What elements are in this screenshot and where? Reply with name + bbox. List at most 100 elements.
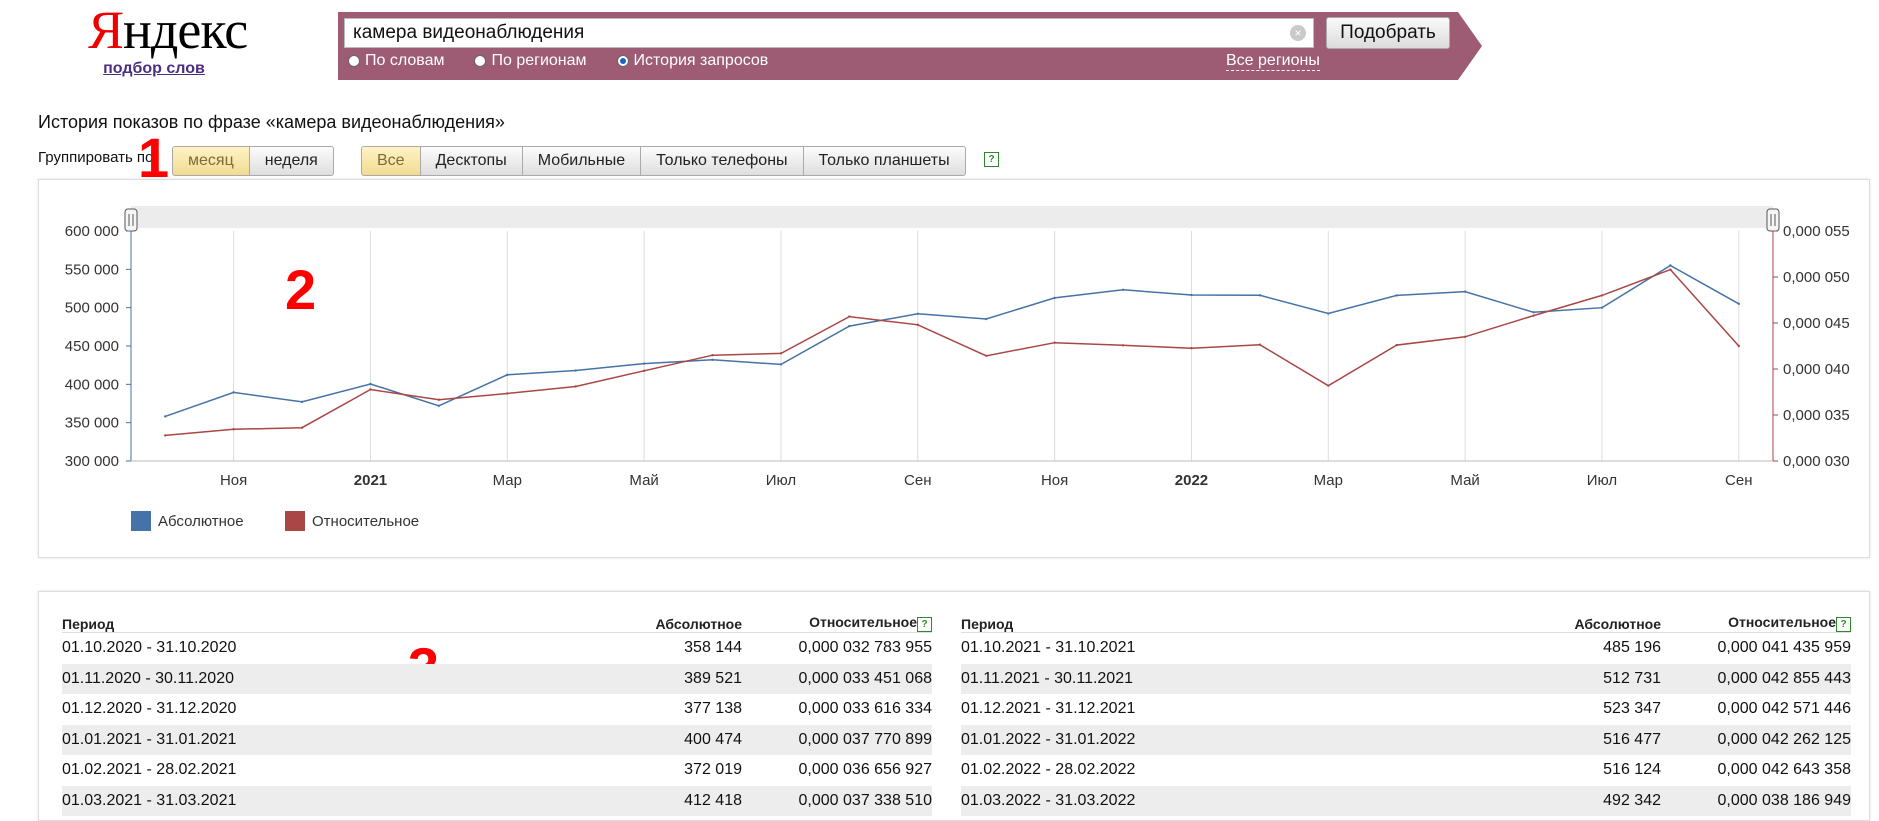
cell-absolute: 512 731 <box>1428 663 1661 694</box>
data-point <box>848 324 851 328</box>
cell-absolute: 377 138 <box>684 700 742 718</box>
cell-period: 01.12.2020 - 31.12.2020 <box>62 700 237 718</box>
range-navigator <box>131 206 1773 228</box>
y-right-tick-label: 0,000 050 <box>1783 269 1850 286</box>
data-point <box>642 362 646 365</box>
data-point <box>779 363 783 366</box>
data-point <box>1327 384 1330 387</box>
annotation-1: 1 <box>138 126 170 189</box>
radio-by-regions[interactable]: По регионам <box>474 52 587 70</box>
help-icon[interactable]: ? <box>984 152 999 167</box>
group-by-label: Группировать по: <box>38 149 158 166</box>
y-right-tick-label: 0,000 040 <box>1783 361 1850 378</box>
cell-relative: 0,000 037 770 899 <box>742 724 932 755</box>
data-point <box>300 400 304 404</box>
data-point <box>1327 312 1330 315</box>
cell-relative: 0,000 033 451 068 <box>742 663 932 694</box>
device-desktop-button[interactable]: Десктопы <box>419 146 523 176</box>
y-left-tick-label: 450 000 <box>65 338 119 355</box>
device-mobile-button[interactable]: Мобильные <box>521 146 642 176</box>
data-point <box>574 369 577 372</box>
data-point <box>506 373 509 377</box>
data-point <box>1669 268 1672 271</box>
data-point <box>1532 311 1535 314</box>
history-table-panel: Период Абсолютное Относительное? 01.10.2… <box>38 591 1870 821</box>
table-row: 01.12.2020 - 31.12.2020 377 138 0,000 033 … <box>62 694 932 725</box>
header-absolute[interactable]: Абсолютное <box>516 610 742 633</box>
cell-period: 01.10.2021 - 31.10.2021 <box>961 639 1136 657</box>
table-row: 01.02.2021 - 28.02.2021 372 019 0,000 036 … <box>62 755 932 786</box>
x-tick-label: Мар <box>1314 472 1343 489</box>
table-row: 01.02.2022 - 28.02.2022 516 124 0,000 042 … <box>961 755 1851 786</box>
chart-panel: 600 000 550 000 500 000 450 000 400 000 350 0… <box>38 179 1870 558</box>
data-point <box>437 404 441 407</box>
history-table-left: Период Абсолютное Относительное? 01.10.2… <box>62 610 932 816</box>
range-handle-right[interactable] <box>1766 208 1780 232</box>
cell-absolute: 400 474 <box>516 724 742 755</box>
history-table-right: Период Абсолютное Относительное? 01.10.2… <box>961 610 1851 816</box>
wordstat-link[interactable]: подбор слов <box>103 60 205 77</box>
legend-swatch <box>285 511 305 531</box>
data-point <box>1053 296 1056 300</box>
group-week-button[interactable]: неделя <box>248 146 334 176</box>
header-period[interactable]: Период <box>961 610 1429 633</box>
radio-label: История запросов <box>633 52 769 69</box>
radio-by-words[interactable]: По словам <box>348 52 444 70</box>
header-relative[interactable]: Относительное? <box>742 610 932 633</box>
radio-label: По словам <box>365 52 445 69</box>
data-point <box>1600 306 1604 309</box>
cell-relative: 0,000 038 186 949 <box>1661 785 1851 816</box>
data-point <box>642 369 646 373</box>
x-tick-label: Май <box>1450 472 1479 489</box>
y-left-tick-label: 300 000 <box>65 453 119 470</box>
clear-icon[interactable]: × <box>1290 25 1306 41</box>
all-regions-link[interactable]: Все регионы <box>1226 52 1320 71</box>
table-row: 01.01.2021 - 31.01.2021 400 474 0,000 037 … <box>62 724 932 755</box>
data-point <box>1190 293 1193 297</box>
header-relative[interactable]: Относительное? <box>1661 610 1851 633</box>
header-relative-label: Относительное <box>809 614 917 630</box>
y-right-tick-label: 0,000 035 <box>1783 407 1850 424</box>
table-header-row: Период Абсолютное Относительное? <box>961 610 1851 633</box>
table-row: 01.11.2020 - 30.11.2020 389 521 0,000 033 … <box>62 663 932 694</box>
data-point <box>1395 294 1398 297</box>
range-handle-left[interactable] <box>124 208 138 232</box>
x-tick-label: Мар <box>493 472 522 489</box>
device-phones-button[interactable]: Только телефоны <box>640 146 804 176</box>
table-row: 01.10.2020 - 31.10.2020 358 144 0,000 032 … <box>62 633 932 664</box>
data-point <box>1463 290 1467 293</box>
cell-relative: 0,000 042 855 443 <box>1661 663 1851 694</box>
y-right-tick-label: 0,000 045 <box>1783 315 1850 332</box>
radio-circle[interactable] <box>348 55 360 67</box>
cell-period: 01.02.2021 - 28.02.2021 <box>62 761 237 779</box>
radio-circle[interactable] <box>616 55 629 67</box>
data-point <box>574 385 577 388</box>
radio-label: По регионам <box>491 52 587 69</box>
data-point <box>1737 344 1740 348</box>
group-month-button[interactable]: месяц <box>172 146 250 176</box>
device-all-button[interactable]: Все <box>361 146 421 176</box>
table-row: 01.11.2021 - 30.11.2021 512 731 0,000 042 … <box>961 663 1851 694</box>
header-period[interactable]: Период <box>62 610 517 633</box>
data-point <box>300 426 304 429</box>
yandex-logo[interactable]: Яндекс подбор слов <box>88 3 248 78</box>
help-icon[interactable]: ? <box>917 617 932 632</box>
search-bar: × Подобрать По словам По регионам Истори… <box>338 12 1482 80</box>
help-icon[interactable]: ? <box>1836 617 1851 632</box>
cell-period: 01.11.2021 - 30.11.2021 <box>961 663 1429 694</box>
data-point <box>985 354 988 357</box>
cell-relative: 0,000 032 783 955 <box>798 639 932 657</box>
search-input[interactable] <box>344 18 1314 48</box>
data-point <box>1258 343 1262 346</box>
cell-absolute: 516 477 <box>1428 724 1661 755</box>
radio-history[interactable]: История запросов <box>616 52 769 70</box>
legend-swatch <box>131 511 151 531</box>
data-point <box>232 391 235 394</box>
submit-button[interactable]: Подобрать <box>1326 17 1450 49</box>
data-point <box>1121 288 1125 291</box>
data-point <box>232 428 235 431</box>
device-tablets-button[interactable]: Только планшеты <box>802 146 966 176</box>
radio-circle[interactable] <box>474 55 487 67</box>
table-row: 01.03.2022 - 31.03.2022 492 342 0,000 038 … <box>961 785 1851 816</box>
header-absolute[interactable]: Абсолютное <box>1428 610 1661 633</box>
